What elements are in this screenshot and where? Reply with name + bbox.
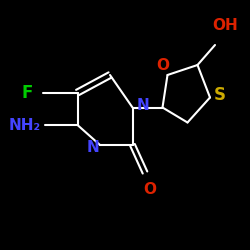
Text: O: O	[144, 182, 156, 198]
Text: N: N	[86, 140, 99, 155]
Text: S: S	[214, 86, 226, 104]
Text: F: F	[22, 84, 33, 102]
Text: NH₂: NH₂	[9, 118, 41, 132]
Text: OH: OH	[212, 18, 238, 32]
Text: O: O	[156, 58, 169, 72]
Text: N: N	[136, 98, 149, 112]
